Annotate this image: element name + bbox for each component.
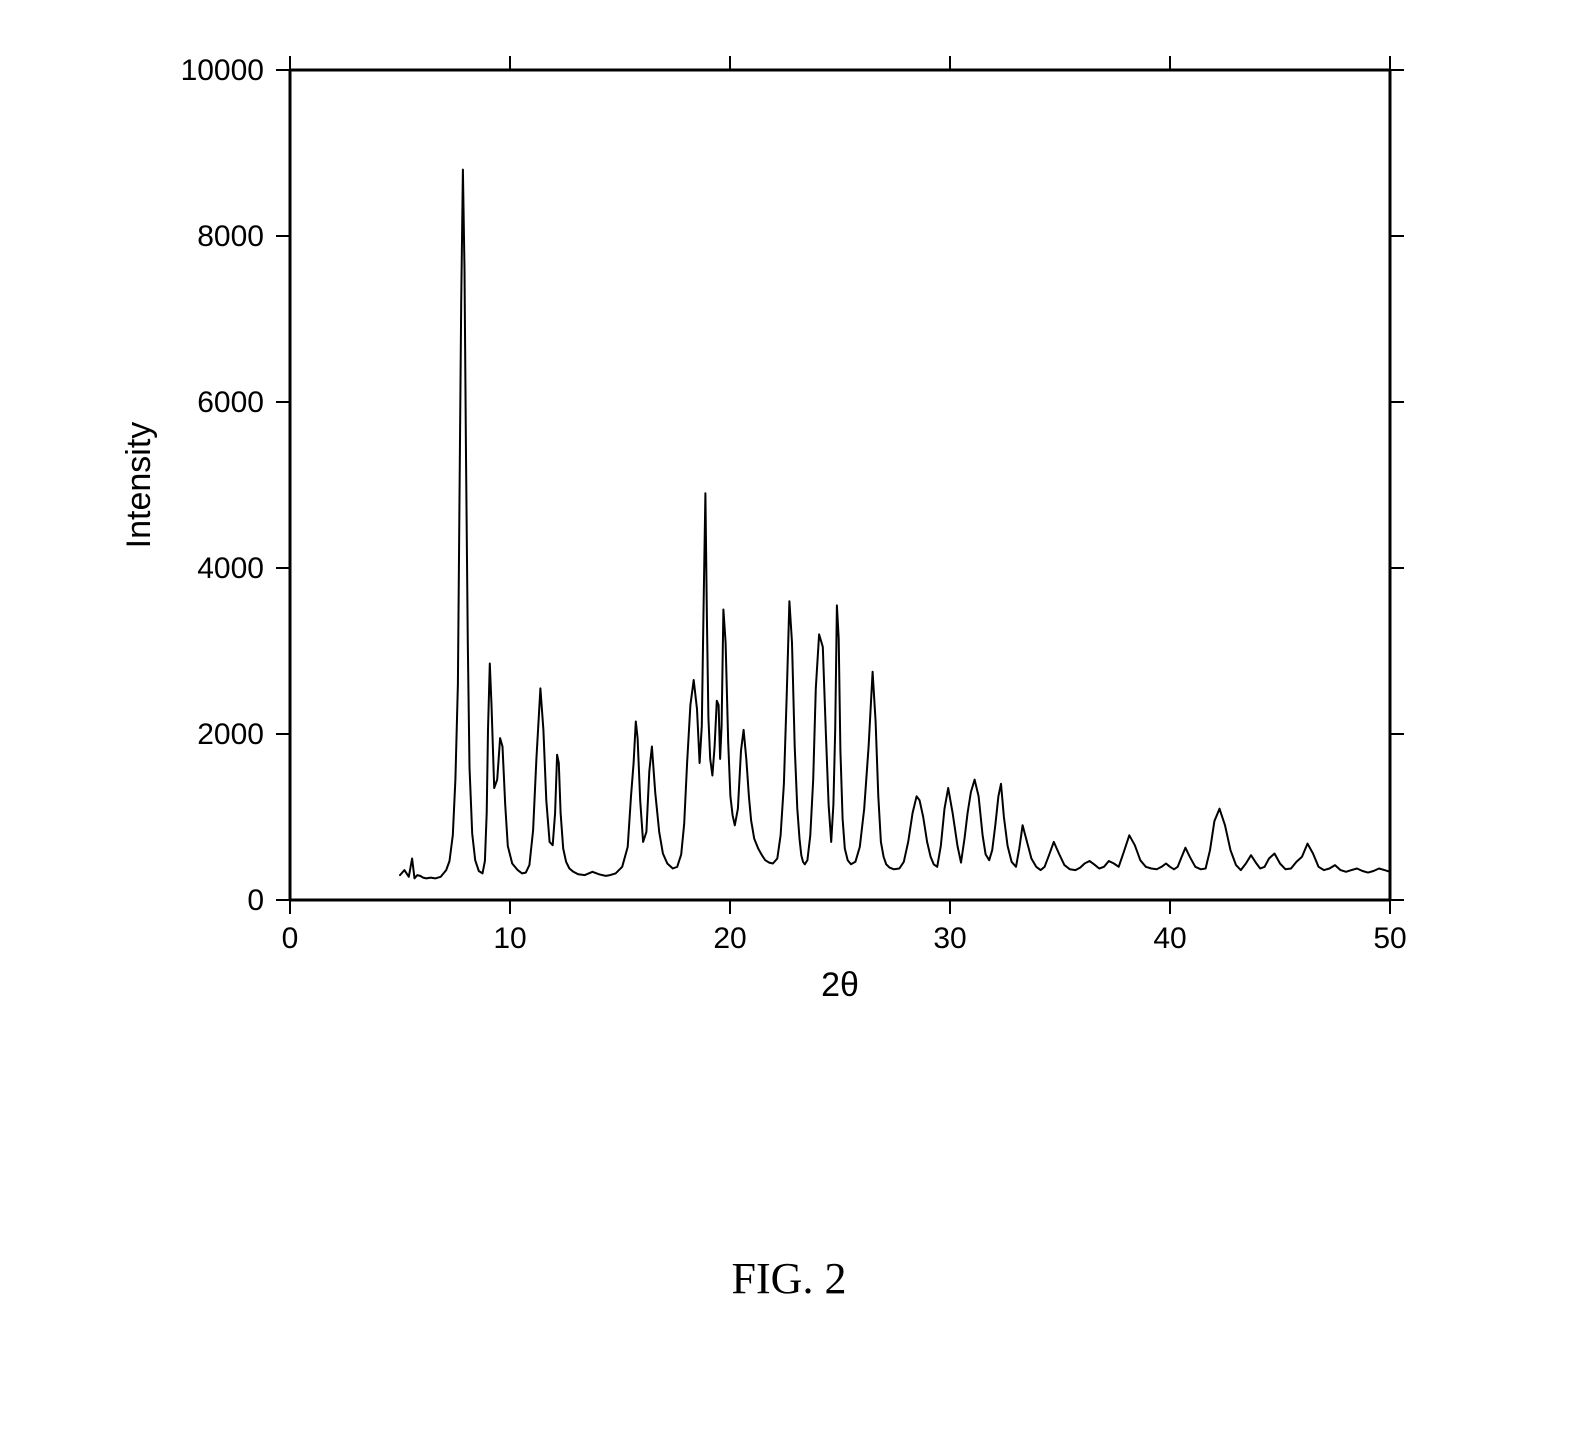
page: 0 10 20 30 40 50 0 2000 4000 6000 8000 10000 2θ Inten… (0, 0, 1578, 1444)
y-tick-label: 4000 (197, 552, 264, 585)
y-tick-label: 2000 (197, 718, 264, 751)
y-tick-label: 8000 (197, 220, 264, 253)
x-tick-label: 30 (933, 922, 966, 955)
x-tick-label: 0 (282, 922, 299, 955)
x-tick-label: 20 (713, 922, 746, 955)
x-axis-label: 2θ (821, 966, 859, 1004)
xrd-chart: 0 10 20 30 40 50 0 2000 4000 6000 8000 10000 2θ Inten… (80, 30, 1430, 1070)
x-tick-label: 40 (1153, 922, 1186, 955)
y-tick-label: 6000 (197, 386, 264, 419)
y-tick-label: 0 (247, 884, 264, 917)
y-axis-label: Intensity (120, 422, 158, 549)
x-tick-label: 10 (493, 922, 526, 955)
x-tick-label: 50 (1373, 922, 1406, 955)
y-tick-label: 10000 (181, 54, 264, 87)
figure-caption: FIG. 2 (0, 1253, 1578, 1304)
